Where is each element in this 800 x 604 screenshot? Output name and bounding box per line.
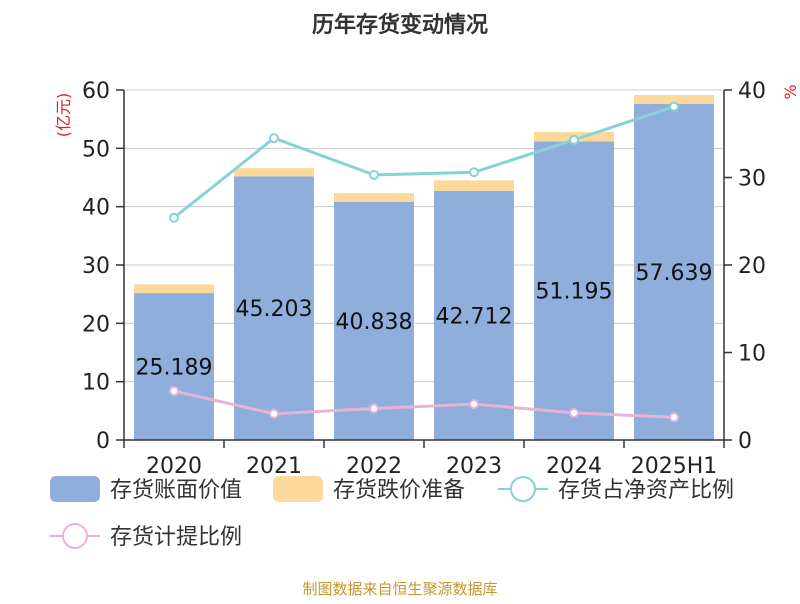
bar-book-value — [334, 201, 414, 440]
y-right-unit-label: % — [781, 84, 800, 99]
legend-label-impairment-ratio: 存货计提比例 — [110, 525, 242, 550]
bar-data-label: 57.639 — [636, 261, 713, 286]
y-left-tick-label: 30 — [82, 254, 110, 279]
point-inventory-to-net-assets — [469, 167, 479, 178]
bar-impairment — [434, 180, 514, 191]
bar-book-value — [634, 103, 714, 441]
point-impairment-ratio — [169, 386, 179, 396]
point-inventory-to-net-assets — [669, 101, 679, 112]
legend-label-inventory-to-net-assets: 存货占净资产比例 — [558, 478, 734, 503]
line-impairment-ratio — [173, 389, 675, 419]
bar-data-label: 45.203 — [236, 297, 313, 322]
data-labels: 25.189 45.203 40.838 42.712 51.195 57.639 — [136, 261, 713, 381]
point-inventory-to-net-assets — [369, 169, 379, 180]
legend-swatch-book-value — [50, 476, 100, 502]
y-right-tick-label: 10 — [738, 342, 766, 367]
legend-marker-impairment-ratio — [62, 523, 88, 549]
bar-book-value — [134, 293, 214, 440]
x-tick-label: 2021 — [246, 454, 302, 479]
bar-impairment — [334, 193, 414, 202]
y-left-tick-label: 60 — [82, 79, 110, 104]
y-left-tick-label: 0 — [96, 429, 110, 454]
y-right-tick-label: 40 — [738, 79, 766, 104]
chart-title: 历年存货变动情况 — [312, 12, 488, 38]
point-inventory-to-net-assets — [269, 133, 279, 144]
x-tick-label: 2025H1 — [631, 454, 718, 479]
line-inventory-to-net-assets — [173, 105, 675, 219]
legend-label-impairment: 存货跌价准备 — [333, 478, 465, 503]
point-inventory-to-net-assets — [569, 134, 579, 145]
legend-marker-inventory-to-net-assets — [510, 476, 536, 502]
point-inventory-to-net-assets — [169, 212, 179, 223]
y-left-tick-label: 10 — [82, 371, 110, 396]
point-impairment-ratio — [669, 412, 679, 423]
point-impairment-ratio — [569, 407, 579, 418]
y-left-unit-label: (亿元) — [54, 93, 73, 138]
source-note: 制图数据来自恒生聚源数据库 — [302, 580, 497, 598]
lines — [169, 101, 679, 423]
legend-label-book-value: 存货账面价值 — [110, 478, 242, 503]
bar-data-label: 40.838 — [336, 310, 413, 335]
y-right-tick-label: 20 — [738, 254, 766, 279]
bar-impairment — [634, 95, 714, 104]
point-impairment-ratio — [469, 399, 479, 410]
bar-book-value — [434, 190, 514, 440]
axes: 0 10 20 30 40 50 60 0 10 20 30 40 2020 2021 2022 2023 20… — [54, 79, 800, 479]
y-left-tick-label: 50 — [82, 137, 110, 162]
x-tick-label: 2022 — [346, 454, 402, 479]
point-impairment-ratio — [269, 408, 279, 419]
bar-data-label: 25.189 — [136, 356, 213, 381]
x-tick-label: 2023 — [446, 454, 502, 479]
point-impairment-ratio — [369, 403, 379, 414]
legend-swatch-impairment — [273, 476, 323, 502]
bar-data-label: 42.712 — [436, 304, 513, 329]
bar-book-value — [234, 176, 314, 440]
x-tick-label: 2020 — [146, 454, 202, 479]
y-right-tick-label: 30 — [738, 167, 766, 192]
bar-book-value — [534, 141, 614, 441]
y-left-tick-label: 20 — [82, 312, 110, 337]
y-right-tick-label: 0 — [738, 429, 752, 454]
bar-impairment — [234, 168, 314, 177]
gridlines — [124, 89, 724, 383]
bars — [134, 95, 714, 441]
bar-impairment — [134, 284, 214, 294]
y-left-tick-label: 40 — [82, 196, 110, 221]
bar-data-label: 51.195 — [536, 280, 613, 305]
x-tick-label: 2024 — [546, 454, 602, 479]
